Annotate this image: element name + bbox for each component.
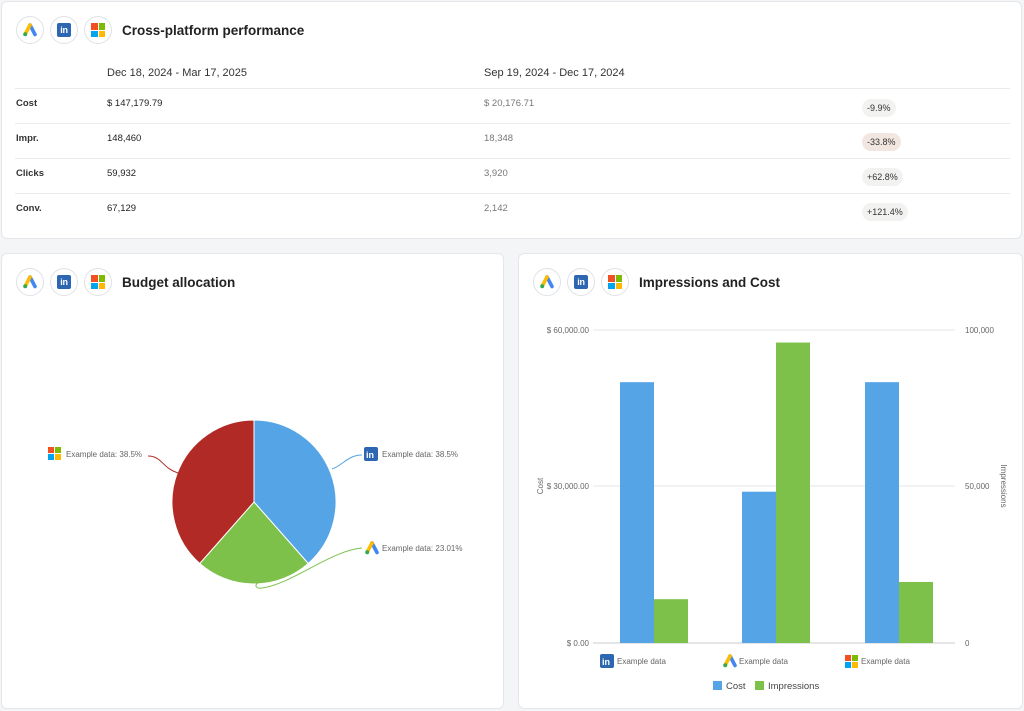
bar-cost[interactable] bbox=[865, 382, 899, 643]
change-badge: +121.4% bbox=[862, 203, 908, 221]
microsoft-ads-platform-button[interactable] bbox=[84, 16, 112, 44]
category-label-text: Example data bbox=[739, 657, 788, 666]
linkedin-icon: in bbox=[600, 654, 614, 668]
impressions-cost-title: Impressions and Cost bbox=[639, 274, 781, 290]
google-ads-icon bbox=[365, 541, 379, 555]
table-row: Impr. 148,460 18,348 -33.8% bbox=[15, 123, 1010, 158]
bar-cost[interactable] bbox=[620, 382, 654, 643]
legend-label-impressions: Impressions bbox=[768, 681, 819, 692]
y-right-tick: 0 bbox=[965, 639, 970, 648]
microsoft-ads-icon bbox=[91, 275, 105, 289]
pie-label-google: Example data: 23.01% bbox=[365, 541, 463, 555]
leader-line-microsoft bbox=[147, 455, 179, 474]
linkedin-platform-button[interactable]: in bbox=[50, 268, 78, 296]
budget-allocation-card: in Budget allocation Example data: 38.5% bbox=[1, 253, 504, 709]
impressions-cost-header: in Impressions and Cost bbox=[533, 268, 780, 296]
budget-pie-chart: Example data: 38.5% in Example data: 38.… bbox=[48, 419, 463, 589]
performance-card: in Cross-platform performance Dec 18, 20… bbox=[1, 1, 1022, 239]
impressions-cost-chart: $ 60,000.00 $ 30,000.00 $ 0.00 100,000 5… bbox=[536, 326, 1008, 692]
previous-value: 2,142 bbox=[484, 203, 508, 214]
pie-label-microsoft: Example data: 38.5% bbox=[48, 447, 142, 460]
legend-label-cost: Cost bbox=[726, 681, 746, 692]
previous-value: $ 20,176.71 bbox=[484, 98, 535, 109]
metric-label: Clicks bbox=[16, 168, 44, 179]
google-ads-icon bbox=[540, 275, 554, 289]
page-title: Cross-platform performance bbox=[122, 22, 305, 38]
change-badge: -33.8% bbox=[862, 133, 901, 151]
svg-text:in: in bbox=[366, 450, 374, 460]
google-ads-platform-button[interactable] bbox=[16, 268, 44, 296]
microsoft-ads-icon bbox=[608, 275, 622, 289]
table-row: Clicks 59,932 3,920 +62.8% bbox=[15, 158, 1010, 193]
bar-impressions[interactable] bbox=[654, 599, 688, 643]
svg-text:in: in bbox=[602, 657, 610, 667]
y-left-axis-title: Cost bbox=[536, 477, 545, 494]
linkedin-platform-button[interactable]: in bbox=[567, 268, 595, 296]
metric-label: Impr. bbox=[16, 133, 39, 144]
y-right-tick: 100,000 bbox=[965, 326, 994, 335]
legend-item-cost[interactable]: Cost bbox=[713, 681, 746, 692]
change-badge: +62.8% bbox=[862, 168, 903, 186]
budget-title: Budget allocation bbox=[122, 274, 236, 290]
category-label-google: Example data bbox=[723, 654, 788, 668]
google-ads-icon bbox=[23, 23, 37, 37]
category-label-microsoft: Example data bbox=[845, 655, 910, 668]
microsoft-ads-icon bbox=[48, 447, 61, 460]
pie-slice-linkedin[interactable] bbox=[253, 419, 337, 565]
pie-label-linkedin: in Example data: 38.5% bbox=[364, 447, 458, 461]
category-label-text: Example data bbox=[861, 657, 910, 666]
metric-label: Conv. bbox=[16, 203, 42, 214]
y-right-axis-title: Impressions bbox=[999, 464, 1008, 507]
linkedin-icon: in bbox=[57, 275, 71, 289]
pie-label-text: Example data: 38.5% bbox=[66, 450, 142, 459]
google-ads-platform-button[interactable] bbox=[533, 268, 561, 296]
metric-label: Cost bbox=[16, 98, 38, 109]
linkedin-icon: in bbox=[364, 447, 378, 461]
pie-slice-google-ads[interactable] bbox=[199, 501, 309, 585]
performance-header: in Cross-platform performance bbox=[16, 16, 304, 44]
google-ads-platform-button[interactable] bbox=[16, 16, 44, 44]
legend-swatch-impressions bbox=[755, 681, 764, 690]
bar-impressions[interactable] bbox=[899, 581, 933, 643]
linkedin-icon: in bbox=[574, 275, 588, 289]
current-period-header: Dec 18, 2024 - Mar 17, 2025 bbox=[107, 67, 248, 79]
google-ads-icon bbox=[23, 275, 37, 289]
linkedin-platform-button[interactable]: in bbox=[50, 16, 78, 44]
y-left-tick: $ 30,000.00 bbox=[547, 482, 590, 491]
leader-line-linkedin bbox=[331, 454, 363, 470]
y-left-tick: $ 60,000.00 bbox=[547, 326, 590, 335]
y-right-tick: 50,000 bbox=[965, 482, 990, 491]
leader-line-google bbox=[255, 547, 363, 589]
microsoft-ads-icon bbox=[845, 655, 858, 668]
budget-header: in Budget allocation bbox=[16, 268, 235, 296]
previous-value: 3,920 bbox=[484, 168, 508, 179]
legend-swatch-cost bbox=[713, 681, 722, 690]
previous-period-header: Sep 19, 2024 - Dec 17, 2024 bbox=[484, 67, 625, 79]
previous-value: 18,348 bbox=[484, 133, 514, 144]
category-label-text: Example data bbox=[617, 657, 666, 666]
pie-label-text: Example data: 23.01% bbox=[382, 544, 463, 553]
legend: Cost Impressions bbox=[713, 681, 819, 692]
current-value: 148,460 bbox=[107, 133, 142, 144]
current-value: 59,932 bbox=[107, 168, 137, 179]
impressions-cost-card: in Impressions and Cost $ 60,000.00 $ 30… bbox=[518, 253, 1023, 709]
legend-item-impressions[interactable]: Impressions bbox=[755, 681, 819, 692]
change-badge: -9.9% bbox=[862, 99, 896, 117]
current-value: $ 147,179.79 bbox=[107, 98, 163, 109]
linkedin-icon: in bbox=[57, 23, 71, 37]
microsoft-ads-platform-button[interactable] bbox=[84, 268, 112, 296]
table-row: Cost $ 147,179.79 $ 20,176.71 -9.9% bbox=[15, 88, 1010, 123]
current-value: 67,129 bbox=[107, 203, 137, 214]
y-left-tick: $ 0.00 bbox=[567, 639, 590, 648]
google-ads-icon bbox=[723, 654, 737, 668]
category-label-linkedin: in Example data bbox=[600, 654, 666, 668]
table-row: Conv. 67,129 2,142 +121.4% bbox=[15, 193, 1010, 228]
microsoft-ads-icon bbox=[91, 23, 105, 37]
pie-label-text: Example data: 38.5% bbox=[382, 450, 458, 459]
microsoft-ads-platform-button[interactable] bbox=[601, 268, 629, 296]
bar-impressions[interactable] bbox=[776, 342, 810, 643]
bar-cost[interactable] bbox=[742, 491, 776, 643]
